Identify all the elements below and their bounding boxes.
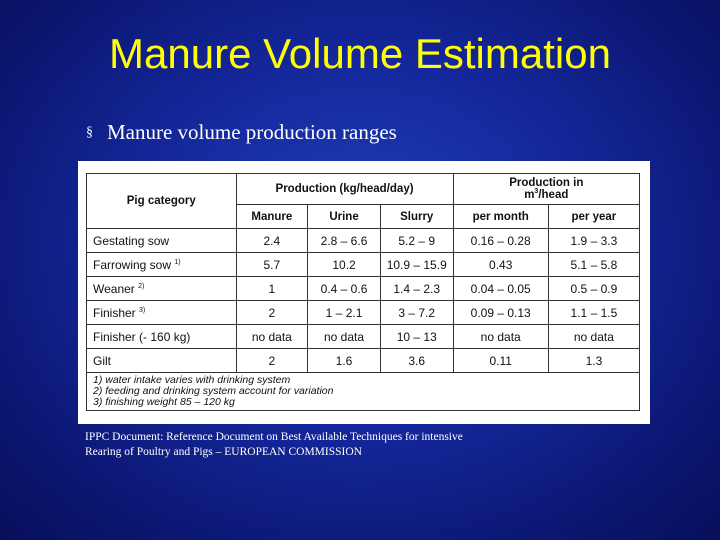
cell-year: 5.1 – 5.8: [547, 252, 641, 277]
bullet-marker: §: [86, 125, 93, 140]
cell-category: Finisher 3): [86, 300, 237, 325]
cell-urine: no data: [307, 324, 381, 349]
table-row: Gilt 2 1.6 3.6 0.11 1.3: [86, 348, 641, 373]
header-pig-category: Pig category: [86, 173, 237, 229]
header-slurry: Slurry: [379, 204, 454, 229]
bullet-text: Manure volume production ranges: [107, 120, 397, 144]
cell-month: no data: [452, 324, 549, 349]
cell-urine: 10.2: [307, 252, 381, 277]
table-image: Pig category Production (kg/head/day) Pr…: [78, 161, 650, 424]
source-line-2: Rearing of Poultry and Pigs – EUROPEAN C…: [85, 446, 362, 458]
table-notes-row: 1) water intake varies with drinking sys…: [86, 372, 640, 411]
header-manure: Manure: [235, 204, 309, 229]
cell-category: Farrowing sow 1): [86, 252, 237, 277]
cell-month: 0.16 – 0.28: [452, 228, 549, 253]
cell-month: 0.04 – 0.05: [452, 276, 549, 301]
table-row: Gestating sow 2.4 2.8 – 6.6 5.2 – 9 0.16 – …: [86, 228, 641, 253]
header-per-month: per month: [452, 204, 549, 229]
cell-manure: no data: [235, 324, 309, 349]
cell-year: 1.1 – 1.5: [547, 300, 641, 325]
cell-manure: 2.4: [235, 228, 309, 253]
cell-category: Gestating sow: [86, 228, 237, 253]
cell-manure: 2: [235, 348, 309, 373]
source-line-1: IPPC Document: Reference Document on Bes…: [85, 431, 463, 443]
cell-urine: 1 – 2.1: [307, 300, 381, 325]
cell-month: 0.43: [452, 252, 549, 277]
cell-urine: 2.8 – 6.6: [307, 228, 381, 253]
header-urine: Urine: [307, 204, 381, 229]
bullet-item: § Manure volume production ranges: [86, 120, 397, 145]
header-production-m3-label: Production in: [509, 176, 584, 189]
table-header-row: Pig category Production (kg/head/day) Pr…: [86, 173, 641, 229]
cell-slurry: 1.4 – 2.3: [379, 276, 454, 301]
cell-slurry: 3 – 7.2: [379, 300, 454, 325]
cell-manure: 5.7: [235, 252, 309, 277]
cell-year: 1.9 – 3.3: [547, 228, 641, 253]
cell-category: Gilt: [86, 348, 237, 373]
slide-title: Manure Volume Estimation: [109, 30, 611, 77]
header-production: Production (kg/head/day): [235, 173, 454, 205]
cell-year: 0.5 – 0.9: [547, 276, 641, 301]
cell-slurry: 10 – 13: [379, 324, 454, 349]
cell-slurry: 5.2 – 9: [379, 228, 454, 253]
cell-category: Weaner 2): [86, 276, 237, 301]
table-notes: 1) water intake varies with drinking sys…: [86, 372, 640, 411]
manure-table: Pig category Production (kg/head/day) Pr…: [86, 173, 641, 411]
note-2: 2) feeding and drinking system account f…: [93, 385, 334, 397]
cell-urine: 0.4 – 0.6: [307, 276, 381, 301]
table-row: Farrowing sow 1) 5.7 10.2 10.9 – 15.9 0.43 5.…: [86, 252, 641, 277]
cell-month: 0.09 – 0.13: [452, 300, 549, 325]
cell-slurry: 3.6: [379, 348, 454, 373]
note-1: 1) water intake varies with drinking sys…: [93, 374, 291, 386]
cell-category: Finisher (- 160 kg): [86, 324, 237, 349]
cell-slurry: 10.9 – 15.9: [379, 252, 454, 277]
source-citation: IPPC Document: Reference Document on Bes…: [85, 430, 463, 460]
cell-urine: 1.6: [307, 348, 381, 373]
cell-manure: 2: [235, 300, 309, 325]
note-3: 3) finishing weight 85 – 120 kg: [93, 396, 235, 408]
table-row: Finisher 3) 2 1 – 2.1 3 – 7.2 0.09 – 0.13 1.1…: [86, 300, 641, 325]
table-row: Finisher (- 160 kg) no data no data 10 – 1…: [86, 324, 641, 349]
table-subheader-row: Manure Urine Slurry per month per year: [87, 204, 641, 229]
cell-month: 0.11: [452, 348, 549, 373]
table-row: Weaner 2) 1 0.4 – 0.6 1.4 – 2.3 0.04 – 0.05 0…: [86, 276, 641, 301]
cell-year: 1.3: [547, 348, 641, 373]
header-production-m3-unit: m3/head: [524, 188, 569, 202]
cell-manure: 1: [235, 276, 309, 301]
cell-year: no data: [547, 324, 641, 349]
header-production-m3: Production in m3/head: [452, 173, 641, 205]
header-per-year: per year: [547, 204, 641, 229]
